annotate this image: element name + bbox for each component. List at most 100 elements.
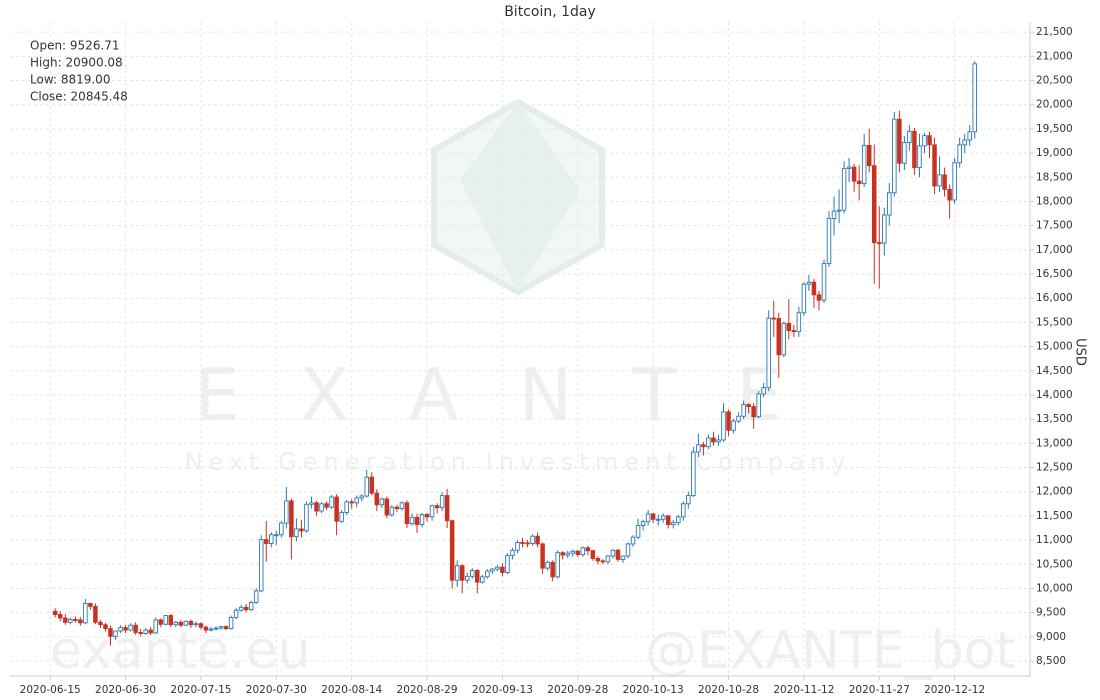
candle-body [766, 317, 771, 389]
candle-body [228, 617, 234, 630]
x-tick-label: 2020-06-30 [95, 684, 156, 696]
candle-body [344, 501, 349, 513]
watermark-logo [431, 98, 605, 296]
candle-body [258, 539, 264, 592]
candle-body [701, 444, 706, 448]
y-axis-label: USD [1073, 338, 1088, 366]
candle-body [163, 615, 169, 625]
candle-body [947, 188, 952, 201]
candle-body [605, 555, 611, 563]
candle-body [123, 627, 128, 631]
candle-body [83, 602, 88, 624]
x-tick-label: 2020-12-12 [924, 684, 985, 696]
candle-body [545, 561, 550, 569]
candle-body [153, 619, 158, 634]
candle-body [264, 539, 269, 544]
candle-body [52, 610, 58, 616]
candle-body [68, 618, 73, 623]
candle-body [404, 502, 410, 525]
candle-body [203, 626, 209, 631]
candle-body [329, 496, 334, 508]
candle-body [746, 404, 751, 408]
candle-body [655, 518, 661, 521]
candle-body [771, 317, 776, 320]
y-tick-label: 18,000 [1036, 195, 1073, 207]
candle-body [439, 495, 445, 509]
candle-body [394, 506, 400, 510]
candle-body [877, 242, 882, 245]
candle-body [615, 549, 621, 560]
candle-body [736, 415, 741, 422]
candle-body [630, 536, 636, 545]
candle-body [399, 502, 405, 510]
y-tick-label: 14,500 [1036, 365, 1073, 377]
candle-body [575, 550, 581, 556]
y-tick-label: 13,000 [1036, 437, 1073, 449]
candle-body [454, 565, 460, 581]
y-tick-label: 15,000 [1036, 341, 1073, 353]
candle-body [721, 411, 726, 441]
candle-body [887, 192, 892, 216]
candle-body [967, 131, 972, 141]
watermark-bot: @EXANTE_bot [645, 621, 1016, 681]
candle-body [429, 505, 435, 518]
candle-body [871, 165, 877, 244]
candle-body [183, 620, 189, 626]
candle-body [118, 627, 123, 632]
x-tick-label: 2020-10-13 [623, 684, 684, 696]
candle-body [57, 614, 63, 619]
candle-body [761, 387, 766, 395]
candle-body [585, 547, 591, 552]
candle-body [284, 500, 289, 524]
candle-body [922, 135, 927, 147]
candle-body [826, 217, 832, 264]
candle-body [520, 542, 525, 544]
candle-body [942, 174, 947, 190]
candle-body [334, 496, 339, 522]
candle-body [570, 550, 576, 554]
candle-body [475, 570, 480, 583]
x-tick-label: 2020-09-28 [547, 684, 608, 696]
ohlc-info: Open: 9526.71 [30, 39, 120, 53]
candle-body [248, 602, 254, 611]
candle-body [806, 281, 812, 285]
candle-body [274, 534, 279, 537]
candle-body [957, 144, 962, 164]
candle-body [143, 629, 148, 634]
y-tick-label: 9,000 [1036, 631, 1066, 643]
y-tick-label: 19,000 [1036, 147, 1073, 159]
y-tick-label: 12,500 [1036, 462, 1073, 474]
y-tick-label: 14,000 [1036, 389, 1073, 401]
candle-body [349, 501, 354, 504]
candle-body [821, 262, 827, 301]
watermark-tagline: Next Generation Investment Company [185, 448, 852, 476]
candle-body [384, 498, 390, 516]
candle-body [324, 503, 329, 508]
candle-body [696, 444, 701, 453]
y-tick-label: 15,500 [1036, 316, 1073, 328]
candle-body [133, 624, 138, 633]
candle-body [464, 575, 470, 581]
candle-body [660, 515, 666, 520]
y-tick-label: 16,500 [1036, 268, 1073, 280]
candle-body [691, 451, 696, 497]
candle-body [193, 623, 199, 626]
candle-body [681, 503, 686, 518]
candle-body [620, 555, 626, 560]
candle-body [289, 500, 294, 538]
y-tick-label: 21,500 [1036, 26, 1073, 38]
x-tick-label: 2020-11-27 [849, 684, 910, 696]
candle-body [741, 404, 746, 417]
candle-body [555, 552, 560, 578]
candle-body [379, 498, 385, 506]
candle-body [218, 626, 224, 629]
candle-body [168, 615, 174, 626]
y-tick-label: 11,000 [1036, 534, 1073, 546]
candle-body [781, 322, 787, 356]
candle-body [540, 543, 545, 569]
y-tick-label: 10,000 [1036, 582, 1073, 594]
watermark-site: exante.eu [50, 621, 311, 681]
candle-body [500, 566, 505, 573]
candle-body [756, 393, 761, 418]
